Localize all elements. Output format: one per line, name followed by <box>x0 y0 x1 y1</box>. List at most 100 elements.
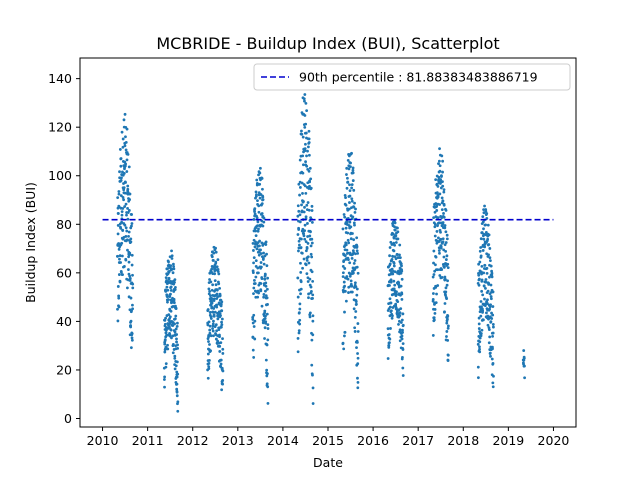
data-point <box>352 221 356 225</box>
data-point <box>220 309 224 313</box>
data-point <box>477 327 481 330</box>
data-point <box>476 365 480 369</box>
data-point <box>345 173 348 176</box>
data-point <box>263 326 267 330</box>
data-point <box>354 207 357 211</box>
data-point <box>130 338 134 342</box>
data-point <box>442 255 446 259</box>
data-point <box>122 188 126 192</box>
data-point <box>490 271 494 275</box>
data-point <box>217 272 221 276</box>
data-point <box>476 342 480 346</box>
data-point <box>479 254 483 258</box>
data-point <box>118 254 122 258</box>
data-point <box>254 234 258 238</box>
data-point <box>303 229 307 233</box>
data-point <box>353 330 357 333</box>
data-point <box>173 330 177 334</box>
data-point <box>433 308 437 311</box>
data-point <box>252 249 255 252</box>
data-point <box>221 382 225 386</box>
data-point <box>120 213 124 217</box>
data-point <box>439 178 443 181</box>
data-point <box>121 207 125 210</box>
data-point <box>126 211 130 214</box>
data-point <box>212 251 216 255</box>
data-point <box>300 132 304 136</box>
data-point <box>208 331 212 335</box>
data-point <box>490 357 494 361</box>
data-point <box>489 264 493 268</box>
data-point <box>432 249 436 253</box>
data-point <box>130 253 134 257</box>
data-point <box>482 208 485 212</box>
x-tick-label: 2019 <box>492 433 524 448</box>
data-point <box>175 337 178 341</box>
data-point <box>400 292 404 296</box>
x-tick-label: 2017 <box>402 433 434 448</box>
data-point <box>387 343 391 347</box>
data-point <box>211 327 214 330</box>
data-point <box>126 187 130 191</box>
data-point <box>432 273 436 276</box>
data-point <box>351 166 355 170</box>
data-point <box>131 286 135 290</box>
data-point <box>481 309 485 312</box>
data-point <box>175 390 179 394</box>
data-point <box>438 203 442 206</box>
data-point <box>299 280 303 284</box>
data-point <box>130 263 134 267</box>
data-point <box>296 204 300 208</box>
data-point <box>175 325 179 328</box>
data-point <box>214 323 218 327</box>
data-point <box>251 315 255 319</box>
data-point <box>207 367 211 371</box>
data-point <box>348 201 351 204</box>
data-point <box>356 380 360 384</box>
data-point <box>443 224 447 227</box>
data-point <box>446 266 450 270</box>
data-point <box>213 279 217 283</box>
data-point <box>214 337 218 341</box>
data-point <box>446 314 450 318</box>
data-point <box>346 180 350 184</box>
data-point <box>484 233 488 237</box>
data-point <box>388 262 392 266</box>
data-point <box>446 279 449 283</box>
data-point <box>441 184 445 188</box>
data-point <box>218 350 222 353</box>
data-point <box>167 313 171 317</box>
data-point <box>444 290 448 294</box>
data-point <box>252 218 256 221</box>
data-point <box>215 288 219 292</box>
data-point <box>123 223 127 227</box>
data-point <box>120 241 124 245</box>
chart-title: MCBRIDE - Buildup Index (BUI), Scatterpl… <box>156 34 499 53</box>
data-point <box>393 228 397 232</box>
data-point <box>308 180 312 184</box>
data-point <box>122 172 126 175</box>
data-point <box>387 333 391 336</box>
data-point <box>298 193 301 197</box>
data-point <box>343 267 347 270</box>
data-point <box>433 210 437 214</box>
data-point <box>479 314 483 318</box>
data-point <box>256 220 260 224</box>
data-point <box>395 290 398 294</box>
data-point <box>353 281 357 285</box>
data-point <box>131 282 135 286</box>
data-point <box>400 264 403 268</box>
data-point <box>119 178 123 182</box>
data-point <box>130 336 134 340</box>
data-point <box>486 289 490 293</box>
data-point <box>392 287 396 291</box>
data-point <box>164 289 168 293</box>
data-point <box>441 221 445 224</box>
data-point <box>442 212 445 215</box>
data-point <box>400 334 404 338</box>
data-point <box>351 179 355 182</box>
data-point <box>263 277 267 281</box>
data-point <box>444 293 447 297</box>
data-point <box>123 265 126 268</box>
